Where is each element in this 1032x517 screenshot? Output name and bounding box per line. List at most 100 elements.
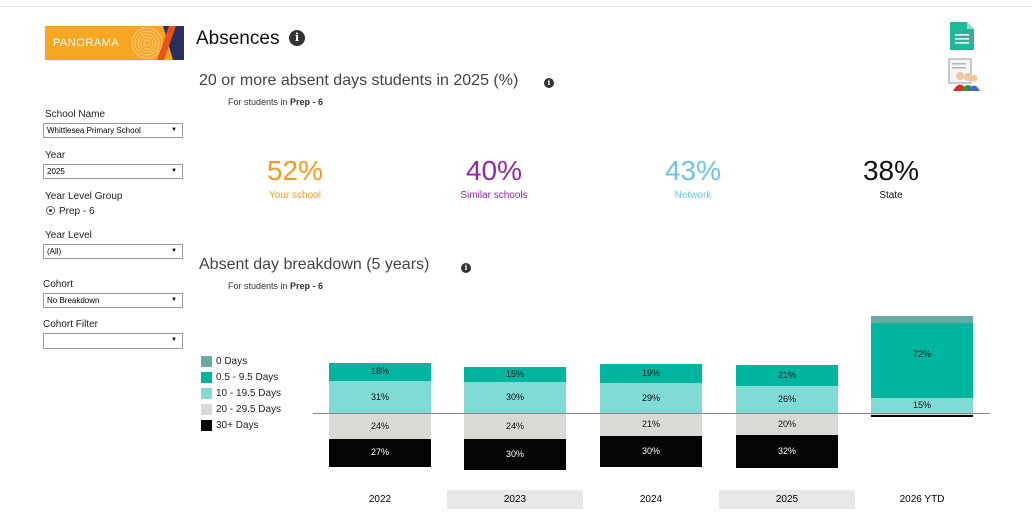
x-axis-tick-label: 2022: [368, 494, 392, 505]
school-name-label: School Name: [45, 109, 106, 120]
info-icon[interactable]: i: [544, 78, 554, 88]
top-border: [0, 6, 1032, 7]
info-icon[interactable]: i: [461, 263, 471, 273]
breakdown-subtitle: For students in Prep - 6: [228, 281, 323, 291]
document-icon[interactable]: [950, 22, 974, 55]
chevron-down-icon: ▼: [171, 337, 177, 343]
bar-segment[interactable]: [329, 362, 431, 382]
bar-data-label: 29%: [641, 392, 660, 403]
kpi-subtitle-group: Prep - 6: [290, 97, 324, 107]
cohort-filter-label: Cohort Filter: [43, 319, 99, 330]
kpi-value: 40%: [465, 155, 523, 186]
legend-swatch: [201, 356, 212, 367]
bar-segment[interactable]: [329, 414, 431, 439]
x-axis-tick-label: 2024: [639, 494, 663, 505]
logo-text: PANORAMA: [53, 37, 120, 49]
bar-segment[interactable]: [600, 435, 702, 467]
bar-segment[interactable]: [871, 323, 973, 398]
x-axis-tick-label: 2025: [719, 490, 855, 509]
cohort-filter-select[interactable]: ▼: [43, 333, 183, 349]
bar-data-label: 27%: [370, 447, 389, 458]
cohort-value: No Breakdown: [47, 296, 100, 305]
legend-swatch: [201, 372, 212, 383]
bar-segment[interactable]: [464, 438, 566, 470]
bar-data-label: 30%: [641, 445, 660, 456]
page-title: Absences: [196, 28, 280, 49]
bar-data-label: 30%: [505, 392, 524, 403]
legend-label: 0.5 - 9.5 Days: [216, 372, 279, 383]
bar-segment[interactable]: [871, 415, 973, 418]
year-level-group-option: Prep - 6: [59, 206, 95, 217]
bar-data-label: 26%: [777, 394, 796, 405]
logo-graphic: [45, 26, 184, 60]
year-level-label: Year Level: [45, 230, 92, 241]
chevron-down-icon: ▼: [171, 248, 177, 254]
year-value: 2025: [47, 167, 65, 176]
info-icon[interactable]: i: [289, 30, 305, 46]
kpi-label: Network: [674, 190, 712, 201]
bar-data-label: 21%: [641, 419, 660, 430]
chevron-down-icon: ▼: [171, 297, 177, 303]
bar-segment[interactable]: [600, 414, 702, 436]
radio-selected-icon: [46, 206, 55, 215]
bar-segment[interactable]: [329, 381, 431, 413]
kpi-label: Your school: [269, 190, 321, 201]
bar-segment[interactable]: [464, 414, 566, 439]
year-label: Year: [45, 150, 66, 161]
kpi-subtitle: For students in Prep - 6: [228, 97, 323, 107]
bar-segment[interactable]: [736, 414, 838, 435]
bar-segment[interactable]: [736, 386, 838, 413]
bar-data-label: 31%: [370, 391, 389, 402]
legend-label: 10 - 19.5 Days: [216, 388, 282, 399]
bar-segment[interactable]: [871, 414, 973, 416]
school-name-value: Whittlesea Primary School: [47, 126, 141, 135]
legend-item: 10 - 19.5 Days: [201, 388, 281, 400]
chevron-down-icon: ▼: [171, 127, 177, 133]
bar-segment[interactable]: [871, 397, 973, 413]
chart-zero-axis: [313, 413, 990, 414]
bar-segment[interactable]: [600, 363, 702, 384]
year-level-group-radio[interactable]: Prep - 6: [46, 205, 95, 217]
bar-segment[interactable]: [736, 364, 838, 387]
kpi-value: 38%: [862, 155, 920, 186]
legend-label: 0 Days: [216, 356, 248, 367]
bar-segment[interactable]: [329, 438, 431, 467]
legend-swatch: [201, 420, 212, 431]
students-group-icon[interactable]: [948, 58, 980, 97]
legend-item: 0 Days: [201, 356, 247, 368]
breakdown-section-title: Absent day breakdown (5 years): [199, 256, 430, 273]
school-name-select[interactable]: Whittlesea Primary School ▼: [43, 123, 183, 138]
bar-segment[interactable]: [736, 434, 838, 468]
bar-segment[interactable]: [600, 383, 702, 413]
legend-item: 30+ Days: [201, 420, 259, 432]
year-level-select[interactable]: (All) ▼: [43, 244, 183, 259]
breakdown-subtitle-prefix: For students in: [228, 281, 291, 291]
bar-segment[interactable]: [871, 316, 973, 324]
bar-data-label: 20%: [777, 418, 796, 429]
legend-label: 30+ Days: [216, 420, 259, 431]
legend-item: 20 - 29.5 Days: [201, 404, 281, 416]
kpi-value: 52%: [266, 155, 324, 186]
kpi-label: Similar schools: [460, 190, 528, 201]
bar-data-label: 15%: [505, 368, 524, 379]
year-level-value: (All): [47, 247, 62, 256]
bar-data-label: 32%: [777, 445, 796, 456]
legend-item: 0.5 - 9.5 Days: [201, 372, 278, 384]
year-select[interactable]: 2025 ▼: [43, 164, 183, 179]
chevron-down-icon: ▼: [171, 168, 177, 174]
bar-data-label: 24%: [505, 420, 524, 431]
x-axis-tick-label: 2023: [447, 490, 583, 509]
bar-data-label: 15%: [912, 399, 931, 410]
bar-data-label: 24%: [370, 420, 389, 431]
bar-segment[interactable]: [464, 366, 566, 383]
breakdown-subtitle-group: Prep - 6: [290, 281, 324, 291]
cohort-label: Cohort: [43, 279, 74, 290]
legend-swatch: [201, 404, 212, 415]
kpi-subtitle-prefix: For students in: [228, 97, 291, 107]
bar-segment[interactable]: [464, 382, 566, 413]
bar-data-label: 72%: [912, 349, 931, 360]
x-axis-tick-label: 2026 YTD: [899, 494, 945, 505]
kpi-label: State: [879, 190, 903, 201]
cohort-select[interactable]: No Breakdown ▼: [43, 293, 183, 308]
kpi-value: 43%: [664, 155, 722, 186]
